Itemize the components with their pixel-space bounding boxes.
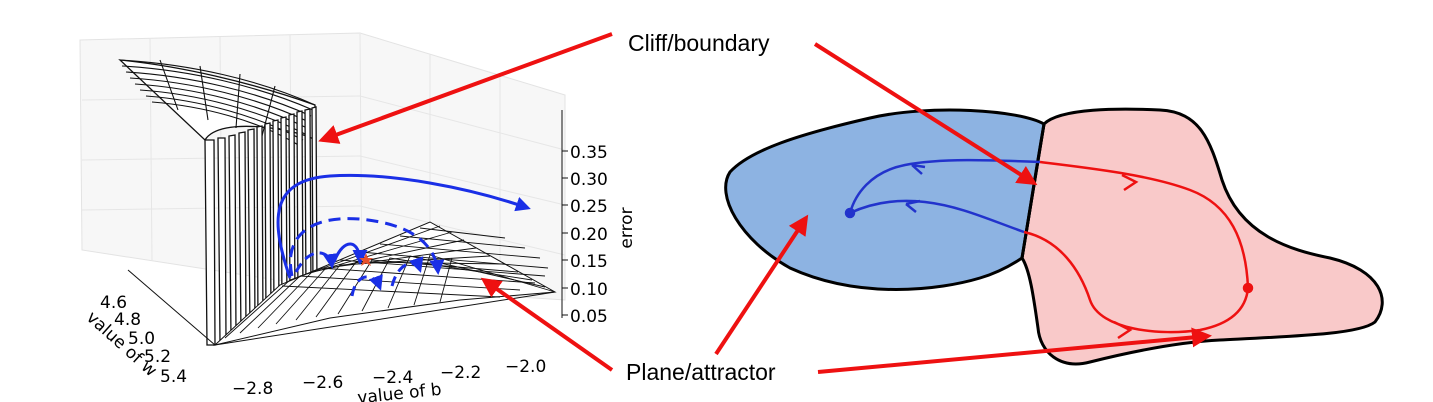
- z-tick: 0.05: [570, 307, 608, 327]
- w-tick: 4.8: [114, 310, 141, 330]
- gradient-trajectories: [276, 173, 531, 297]
- blue-region: [724, 108, 1046, 291]
- w-axis: 4.6 4.8 5.0 5.2 5.4 value of w: [82, 269, 216, 387]
- b-axis-label: value of b: [356, 380, 442, 402]
- plane-attractor-label: Plane/attractor: [626, 359, 776, 385]
- z-tick: 0.35: [570, 143, 608, 163]
- z-axis: 0.35 0.30 0.25 0.20 0.15 0.10 0.05 error: [561, 110, 637, 327]
- red-attractor-dot: [1242, 282, 1254, 294]
- annotation-arrows: [318, 32, 1212, 374]
- z-tick: 0.15: [570, 252, 608, 272]
- hop-4: [390, 256, 424, 287]
- b-tick: −2.4: [372, 368, 413, 388]
- solid-trajectory: [276, 173, 531, 279]
- w-tick: 5.4: [160, 367, 187, 387]
- blue-attractor-dot: [844, 207, 856, 219]
- pink-region: [1020, 107, 1384, 366]
- b-tick: −2.8: [232, 379, 273, 399]
- schematic: [724, 107, 1384, 366]
- minimum-star-icon: [359, 253, 373, 266]
- red-flow: [1023, 160, 1254, 340]
- cliff-boundary-label: Cliff/boundary: [628, 30, 770, 56]
- w-tick: 5.2: [144, 347, 171, 367]
- surface-plot-3d: 0.35 0.30 0.25 0.20 0.15 0.10 0.05 error…: [79, 32, 637, 402]
- dashed-trajectory: [289, 217, 445, 277]
- cliff-arrow-right: [813, 42, 1038, 186]
- b-tick: −2.2: [440, 363, 481, 383]
- plane-arrow-left: [480, 277, 614, 372]
- z-tick: 0.10: [570, 280, 608, 300]
- w-tick: 5.0: [128, 329, 155, 349]
- z-tick: 0.20: [570, 225, 608, 245]
- hop-1: [294, 251, 338, 273]
- plane-arrow-right: [817, 327, 1212, 374]
- w-tick: 4.6: [100, 293, 127, 313]
- z-tick: 0.25: [570, 197, 608, 217]
- hop-3: [350, 274, 383, 297]
- z-axis-label: error: [617, 207, 637, 248]
- plane-arrow-up: [714, 214, 809, 356]
- b-axis: −2.8 −2.6 −2.4 −2.2 −2.0 value of b: [214, 291, 556, 402]
- hop-2: [332, 242, 368, 265]
- z-tick: 0.30: [570, 170, 608, 190]
- b-tick: −2.6: [302, 373, 343, 393]
- b-tick: −2.0: [505, 357, 546, 377]
- cliff-arrow-left: [318, 32, 613, 144]
- boundary-line: [1020, 123, 1046, 259]
